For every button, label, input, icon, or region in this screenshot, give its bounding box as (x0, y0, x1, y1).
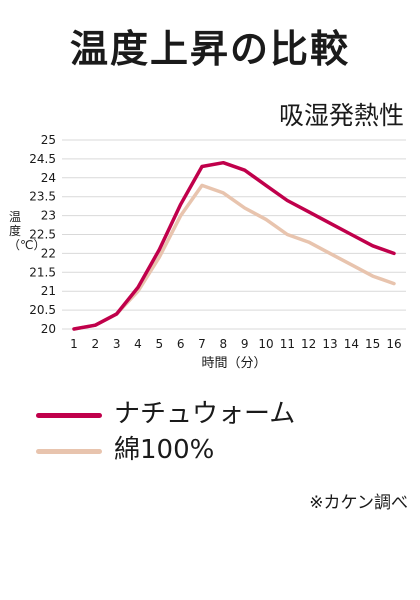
x-tick-label: 3 (113, 337, 121, 351)
y-tick-label: 24 (41, 171, 56, 185)
legend-swatch-natuwarm (36, 413, 102, 418)
x-tick-label: 2 (92, 337, 100, 351)
chart-subtitle: 吸湿発熱性 (278, 101, 404, 130)
y-axis-label-part: 度 (8, 224, 21, 238)
x-tick-label: 15 (365, 337, 380, 351)
x-tick-label: 8 (220, 337, 228, 351)
y-tick-labels: 20 20.5 21 21.5 22 22.5 23 23.5 24 24.5 25 (29, 133, 56, 336)
y-tick-label: 22 (41, 246, 56, 260)
legend-item-cotton: 綿100% (36, 432, 356, 472)
y-tick-label: 23 (41, 209, 56, 223)
source-note: ※カケン調べ (309, 493, 408, 513)
y-tick-label: 20.5 (29, 303, 56, 317)
legend-label-cotton: 綿100% (114, 435, 215, 465)
y-tick-label: 22.5 (29, 228, 56, 242)
x-tick-label: 7 (198, 337, 206, 351)
page-title: 温度上昇の比較 (69, 27, 350, 71)
x-tick-label: 16 (386, 337, 401, 351)
x-tick-label: 11 (280, 337, 295, 351)
y-tick-label: 24.5 (29, 152, 56, 166)
x-tick-label: 4 (134, 337, 142, 351)
y-tick-label: 21 (41, 284, 56, 298)
x-tick-label: 13 (322, 337, 337, 351)
x-tick-label: 9 (241, 337, 249, 351)
x-axis-label: 時間（分） (201, 356, 266, 371)
y-axis-label-part: 温 (8, 210, 21, 224)
x-tick-label: 6 (177, 337, 185, 351)
series-lines (72, 160, 396, 331)
x-tick-label: 10 (258, 337, 273, 351)
y-tick-label: 25 (41, 133, 56, 147)
legend-label-natuwarm: ナチュウォーム (114, 399, 296, 429)
legend-swatch-cotton (36, 449, 102, 454)
series-line-natuwarm (72, 160, 396, 331)
y-tick-label: 23.5 (29, 190, 56, 204)
y-tick-label: 20 (41, 322, 56, 336)
x-tick-label: 14 (344, 337, 359, 351)
x-tick-labels: 1 2 3 4 5 6 7 8 9 10 11 12 13 14 15 16 (70, 337, 401, 351)
x-tick-label: 5 (156, 337, 164, 351)
x-tick-label: 12 (301, 337, 316, 351)
x-tick-label: 1 (70, 337, 78, 351)
legend-item-natuwarm: ナチュウォーム (36, 396, 356, 436)
y-tick-label: 21.5 (29, 265, 56, 279)
grid-lines (62, 139, 406, 330)
